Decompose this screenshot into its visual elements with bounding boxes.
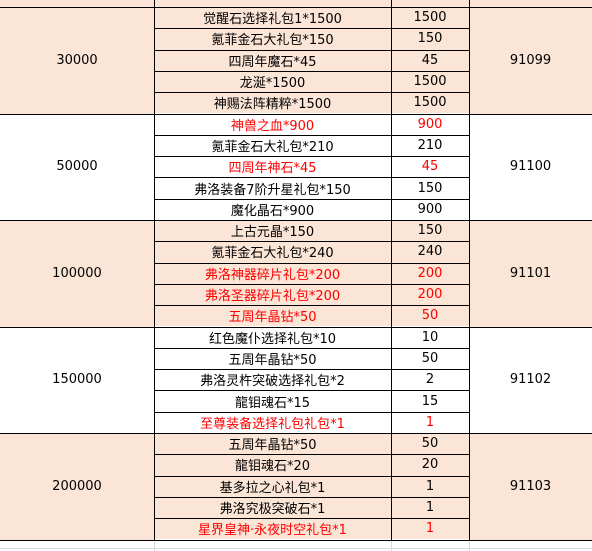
sheet-gridline-vertical [154,541,155,551]
item-name-cell[interactable]: 五周年晶钻*50 [154,305,391,327]
tier-threshold-cell[interactable]: 100000 [0,220,154,327]
item-name-cell[interactable]: 龙涎*1500 [154,70,391,93]
item-quantity-cell[interactable]: 200 [391,283,469,306]
item-quantity-cell[interactable]: 210 [391,134,469,157]
group-border [0,114,592,115]
item-name-cell[interactable]: 四周年神石*45 [154,156,391,178]
item-quantity-cell[interactable]: 1500 [391,92,469,114]
item-row-border [154,92,469,93]
column-border [391,0,392,540]
group-border [0,220,592,221]
tier-code-cell[interactable]: 91099 [469,7,592,114]
tier-code-cell[interactable]: 91102 [469,326,592,433]
item-name-cell[interactable]: 觉醒石选择礼包1*1500 [154,7,391,29]
item-name-cell[interactable]: 龍钼魂石*20 [154,454,391,476]
item-row-border [154,135,469,136]
item-row-border [154,305,469,306]
item-row-border [154,369,469,370]
item-quantity-cell[interactable]: 45 [391,49,469,71]
item-quantity-cell[interactable]: 1500 [391,7,469,29]
item-quantity-cell[interactable]: 45 [391,156,469,178]
item-quantity-cell[interactable]: 150 [391,177,469,199]
item-quantity-cell[interactable]: 1 [391,411,469,433]
item-quantity-cell[interactable]: 150 [391,220,469,242]
tier-code-cell[interactable]: 91103 [469,433,592,540]
item-name-cell[interactable]: 星界皇神·永夜时空礼包*1 [154,518,391,540]
item-name-cell[interactable]: 神兽之血*900 [154,113,391,135]
tier-threshold-cell[interactable]: 30000 [0,7,154,114]
column-border [469,0,470,540]
item-quantity-cell[interactable]: 240 [391,241,469,263]
item-name-cell[interactable]: 弗洛灵杵突破选择礼包*2 [154,369,391,391]
item-row-border [154,412,469,413]
item-quantity-cell[interactable]: 150 [391,28,469,50]
item-name-cell[interactable]: 五周年晶钻*50 [154,433,391,455]
item-quantity-cell[interactable]: 50 [391,305,469,327]
item-quantity-cell[interactable]: 1500 [391,70,469,93]
item-row-border [154,156,469,157]
tier-code-cell[interactable]: 91100 [469,113,592,220]
group-border [0,7,592,8]
item-quantity-cell[interactable]: 900 [391,113,469,135]
item-row-border [154,497,469,498]
sheet-gridline [0,548,592,549]
item-quantity-cell[interactable]: 1 [391,496,469,519]
item-quantity-cell[interactable]: 200 [391,262,469,284]
item-name-cell[interactable]: 基多拉之心礼包*1 [154,475,391,497]
item-name-cell[interactable]: 氪菲金石大礼包*210 [154,134,391,157]
item-quantity-cell[interactable]: 10 [391,326,469,348]
item-name-cell[interactable]: 至尊装备选择礼包礼包*1 [154,411,391,433]
item-quantity-cell[interactable]: 1 [391,475,469,497]
tier-threshold-cell[interactable]: 150000 [0,326,154,433]
item-name-cell[interactable]: 弗洛究极突破石*1 [154,496,391,519]
table-bottom-border [0,540,592,541]
sheet-gridline-vertical [391,541,392,551]
item-quantity-cell[interactable]: 2 [391,369,469,391]
item-row-border [154,28,469,29]
item-row-border [154,177,469,178]
item-row-border [154,518,469,519]
item-name-cell[interactable]: 魔化晶石*900 [154,198,391,220]
item-name-cell[interactable]: 上古元晶*150 [154,220,391,242]
item-name-cell[interactable]: 红色魔仆选择礼包*10 [154,326,391,348]
item-name-cell[interactable]: 神赐法阵精粹*1500 [154,92,391,114]
sheet-gridline-vertical [469,541,470,551]
item-name-cell[interactable]: 五周年晶钻*50 [154,347,391,370]
tier-threshold-cell[interactable]: 50000 [0,113,154,220]
tier-code-cell[interactable]: 91101 [469,220,592,327]
item-row-border [154,263,469,264]
item-quantity-cell[interactable]: 15 [391,390,469,412]
item-row-border [154,71,469,72]
item-name-cell[interactable]: 弗洛装备7阶升星礼包*150 [154,177,391,199]
item-quantity-cell[interactable]: 20 [391,454,469,476]
item-name-cell[interactable]: 龍钼魂石*15 [154,390,391,412]
tier-threshold-cell[interactable]: 200000 [0,433,154,540]
item-quantity-cell[interactable]: 50 [391,433,469,455]
item-name-cell[interactable]: 氪菲金石大礼包*240 [154,241,391,263]
item-row-border [154,241,469,242]
item-quantity-cell[interactable]: 50 [391,347,469,370]
item-quantity-cell[interactable]: 900 [391,198,469,220]
item-name-cell[interactable]: 弗洛圣器碎片礼包*200 [154,283,391,306]
item-row-border [154,284,469,285]
item-row-border [154,50,469,51]
item-row-border [154,476,469,477]
item-quantity-cell[interactable]: 1 [391,518,469,540]
group-border [0,433,592,434]
item-row-border [154,348,469,349]
group-border [0,327,592,328]
item-name-cell[interactable]: 弗洛神器碎片礼包*200 [154,262,391,284]
item-row-border [154,390,469,391]
item-name-cell[interactable]: 氪菲金石大礼包*150 [154,28,391,50]
item-row-border [154,454,469,455]
partial-row-above [0,0,592,7]
column-border [154,0,155,540]
item-name-cell[interactable]: 四周年魔石*45 [154,49,391,71]
item-row-border [154,199,469,200]
empty-sheet-area [0,541,592,551]
